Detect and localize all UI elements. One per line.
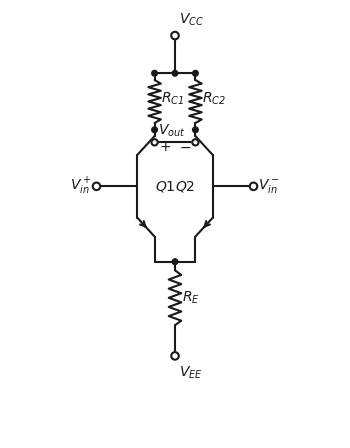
- Text: $Q2$: $Q2$: [175, 179, 195, 194]
- Circle shape: [192, 139, 198, 146]
- Circle shape: [193, 70, 198, 76]
- Circle shape: [172, 70, 178, 76]
- Text: $R_{\mathregular{C2}}$: $R_{\mathregular{C2}}$: [202, 90, 226, 107]
- Text: $-$: $-$: [178, 140, 191, 154]
- Circle shape: [250, 182, 257, 190]
- Text: $V_{\mathregular{out}}$: $V_{\mathregular{out}}$: [158, 122, 186, 138]
- Text: $V_{\mathregular{in}}^+$: $V_{\mathregular{in}}^+$: [70, 176, 92, 197]
- Text: $V_{\mathregular{in}}^-$: $V_{\mathregular{in}}^-$: [258, 177, 280, 195]
- Circle shape: [152, 127, 158, 133]
- Text: $+$: $+$: [159, 140, 172, 154]
- Circle shape: [152, 139, 158, 146]
- Circle shape: [172, 259, 178, 264]
- Circle shape: [152, 70, 158, 76]
- Circle shape: [171, 32, 179, 39]
- Circle shape: [171, 352, 179, 360]
- Text: $R_{\mathregular{E}}$: $R_{\mathregular{E}}$: [182, 289, 200, 306]
- Circle shape: [93, 182, 100, 190]
- Text: $Q1$: $Q1$: [155, 179, 175, 194]
- Text: $R_{\mathregular{C1}}$: $R_{\mathregular{C1}}$: [161, 90, 185, 107]
- Text: $V_{\mathregular{EE}}$: $V_{\mathregular{EE}}$: [179, 365, 203, 381]
- Circle shape: [193, 127, 198, 133]
- Text: $V_{\mathregular{CC}}$: $V_{\mathregular{CC}}$: [179, 11, 204, 28]
